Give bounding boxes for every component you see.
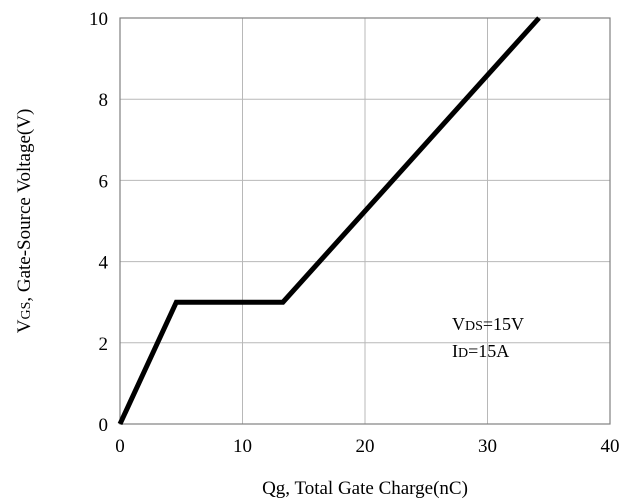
y-axis-label: VGS, Gate-Source Voltage(V) [14, 109, 35, 334]
series-line [117, 16, 541, 426]
annotation-vds-sub: DS [465, 319, 483, 334]
annotation-id-main: I [452, 341, 458, 361]
y-tick-label-5: 10 [89, 9, 108, 30]
y-tick-label-1: 2 [99, 334, 109, 355]
x-axis-label: Qg, Total Gate Charge(nC) [262, 478, 468, 499]
annotation-id-sub: D [458, 346, 468, 361]
x-tick-label-4: 40 [601, 436, 620, 457]
x-tick-label-0: 0 [115, 436, 125, 457]
y-axis-label-sub: GS [19, 302, 34, 320]
y-tick-label-3: 6 [99, 171, 109, 192]
y-tick-label-2: 4 [99, 253, 109, 274]
annotation-id-rest: =15A [468, 341, 509, 361]
annotation-vds-main: V [452, 314, 465, 334]
annotation-vds-rest: =15V [483, 314, 524, 334]
y-tick-label-0: 0 [99, 415, 109, 436]
y-axis-label-main: V [14, 319, 35, 333]
x-tick-label-3: 30 [478, 436, 497, 457]
annotation-id: ID=15A [452, 341, 509, 361]
annotation-vds: VDS=15V [452, 314, 524, 334]
grid [120, 18, 610, 424]
y-tick-label-4: 8 [99, 90, 109, 111]
y-axis-ticks: 0 2 4 6 8 10 [89, 9, 109, 436]
x-tick-label-1: 10 [233, 436, 252, 457]
x-tick-label-2: 20 [356, 436, 375, 457]
x-axis-ticks: 0 10 20 30 40 [115, 436, 619, 457]
y-axis-label-rest: , Gate-Source Voltage(V) [14, 109, 35, 302]
plot-frame [119, 17, 611, 425]
